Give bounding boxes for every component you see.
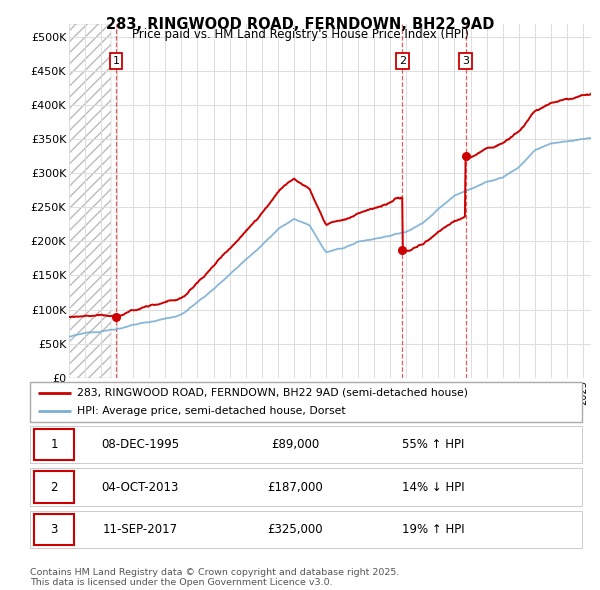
- Text: Contains HM Land Registry data © Crown copyright and database right 2025.
This d: Contains HM Land Registry data © Crown c…: [30, 568, 400, 587]
- Text: 55% ↑ HPI: 55% ↑ HPI: [402, 438, 464, 451]
- Text: HPI: Average price, semi-detached house, Dorset: HPI: Average price, semi-detached house,…: [77, 406, 346, 416]
- Text: 14% ↓ HPI: 14% ↓ HPI: [401, 480, 464, 494]
- FancyBboxPatch shape: [34, 514, 74, 545]
- Text: 19% ↑ HPI: 19% ↑ HPI: [401, 523, 464, 536]
- Text: 1: 1: [112, 56, 119, 66]
- Text: Price paid vs. HM Land Registry's House Price Index (HPI): Price paid vs. HM Land Registry's House …: [131, 28, 469, 41]
- Text: 283, RINGWOOD ROAD, FERNDOWN, BH22 9AD: 283, RINGWOOD ROAD, FERNDOWN, BH22 9AD: [106, 17, 494, 31]
- Text: 2: 2: [399, 56, 406, 66]
- Text: £325,000: £325,000: [267, 523, 323, 536]
- FancyBboxPatch shape: [34, 429, 74, 460]
- Text: 11-SEP-2017: 11-SEP-2017: [103, 523, 178, 536]
- FancyBboxPatch shape: [30, 382, 582, 422]
- Text: 283, RINGWOOD ROAD, FERNDOWN, BH22 9AD (semi-detached house): 283, RINGWOOD ROAD, FERNDOWN, BH22 9AD (…: [77, 388, 468, 398]
- FancyBboxPatch shape: [34, 471, 74, 503]
- FancyBboxPatch shape: [30, 468, 582, 506]
- Text: £187,000: £187,000: [267, 480, 323, 494]
- Text: 08-DEC-1995: 08-DEC-1995: [101, 438, 179, 451]
- FancyBboxPatch shape: [30, 426, 582, 463]
- Text: £89,000: £89,000: [271, 438, 319, 451]
- Text: 1: 1: [50, 438, 58, 451]
- Text: 04-OCT-2013: 04-OCT-2013: [102, 480, 179, 494]
- FancyBboxPatch shape: [30, 511, 582, 548]
- Text: 3: 3: [462, 56, 469, 66]
- Text: 2: 2: [50, 480, 58, 494]
- Text: 3: 3: [50, 523, 58, 536]
